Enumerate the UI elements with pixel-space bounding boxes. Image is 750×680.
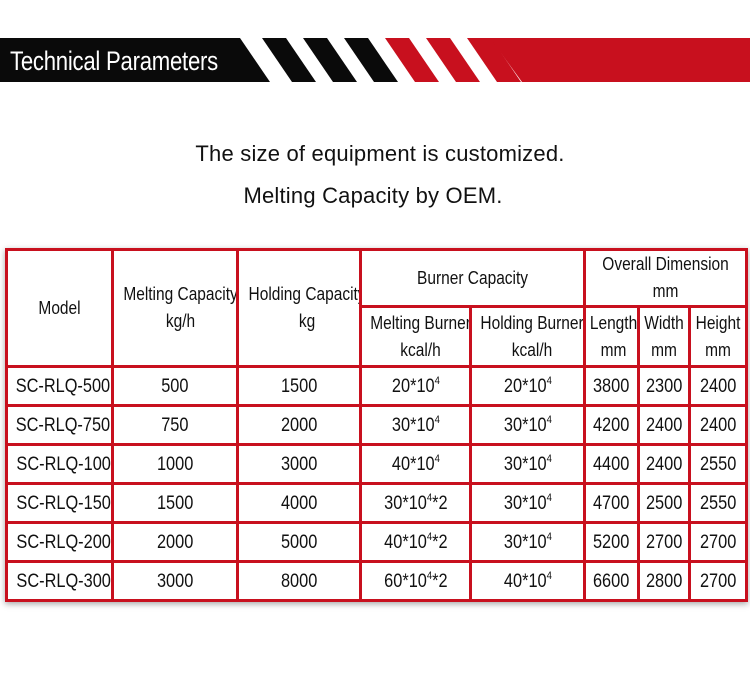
cell-melting-burner: 40*104 [359,443,472,485]
cell-holding-burner: 30*104 [469,404,586,446]
cell-length: 6600 [583,560,640,602]
cell-model: SC-RLQ-1500 [5,482,114,524]
banner-stripe-5 [426,38,480,82]
table-row: SC-RLQ-1000 1000 3000 40*104 30*104 4400 2400 2… [5,443,749,485]
table-row: SC-RLQ-750 750 2000 30*104 30*104 4200 2400 240… [5,404,749,446]
cell-melting-capacity: 2000 [111,521,239,563]
banner-title: Technical Parameters [10,46,218,76]
subtitle-line-1: The size of equipment is customized. [195,141,565,166]
cell-holding-capacity: 5000 [236,521,362,563]
cell-height: 2400 [687,404,749,446]
cell-holding-burner: 30*104 [469,521,586,563]
cell-length: 4200 [583,404,640,446]
cell-melting-burner: 30*104 [359,404,472,446]
cell-melting-capacity: 500 [111,365,239,407]
cell-holding-burner: 40*104 [469,560,586,602]
banner-stripe-1 [262,38,316,82]
header-holding-capacity: Holding Capacity kg [236,248,362,368]
cell-length: 4400 [583,443,640,485]
header-height: Height mm [687,305,749,368]
cell-holding-capacity: 4000 [236,482,362,524]
header-length: Length mm [583,305,640,368]
cell-melting-capacity: 1500 [111,482,239,524]
table-row: SC-RLQ-500 500 1500 20*104 20*104 3800 2300 240… [5,365,749,407]
cell-length: 4700 [583,482,640,524]
cell-holding-capacity: 1500 [236,365,362,407]
table-row: SC-RLQ-2000 2000 5000 40*104*2 30*104 5200 270… [5,521,749,563]
header-holding-burner: Holding Burner kcal/h [469,305,586,368]
table-body: SC-RLQ-500 500 1500 20*104 20*104 3800 2300 240… [5,365,749,602]
cell-height: 2550 [687,482,749,524]
cell-holding-capacity: 2000 [236,404,362,446]
header-overall-dimension: Overall Dimension mm [582,248,749,308]
header-width: Width mm [637,305,691,368]
technical-parameters-table: Model Melting Capacity kg/h Holding Capac… [5,248,749,602]
banner-stripe-2 [303,38,357,82]
banner-red-block [490,38,750,82]
cell-width: 2300 [637,365,691,407]
cell-melting-burner: 20*104 [359,365,472,407]
table-header-row-1: Model Melting Capacity kg/h Holding Capac… [5,248,749,368]
header-melting-capacity: Melting Capacity kg/h [111,248,239,368]
cell-height: 2550 [687,443,749,485]
cell-holding-capacity: 3000 [236,443,362,485]
table-row: SC-RLQ-1500 1500 4000 30*104*2 30*104 4700 250… [5,482,749,524]
banner-black-block [0,38,270,82]
cell-width: 2800 [637,560,691,602]
cell-height: 2700 [687,521,749,563]
cell-holding-burner: 30*104 [469,482,586,524]
cell-width: 2400 [637,404,691,446]
cell-melting-burner: 40*104*2 [359,521,472,563]
subtitle-line-2: Melting Capacity by OEM. [243,183,503,208]
cell-holding-burner: 20*104 [469,365,586,407]
cell-model: SC-RLQ-2000 [5,521,114,563]
cell-height: 2400 [687,365,749,407]
cell-melting-capacity: 750 [111,404,239,446]
title-banner-graphic [0,38,750,82]
header-burner-capacity: Burner Capacity [359,248,586,308]
cell-holding-capacity: 8000 [236,560,362,602]
table-header-row-2: Melting Burner kcal/h Holding Burner kcal/… [7,305,749,368]
cell-model: SC-RLQ-3000 [5,560,114,602]
cell-melting-burner: 30*104*2 [359,482,472,524]
cell-width: 2500 [637,482,691,524]
banner-stripe-3 [344,38,398,82]
header-model: Model [5,248,114,368]
cell-width: 2400 [637,443,691,485]
cell-length: 5200 [583,521,640,563]
banner-stripe-6 [467,38,521,82]
cell-height: 2700 [687,560,749,602]
banner-stripe-4 [385,38,439,82]
cell-model: SC-RLQ-1000 [5,443,114,485]
table-row: SC-RLQ-3000 3000 8000 60*104*2 40*104 6600 280… [5,560,749,602]
cell-width: 2700 [637,521,691,563]
cell-melting-burner: 60*104*2 [359,560,472,602]
cell-melting-capacity: 3000 [111,560,239,602]
cell-model: SC-RLQ-500 [5,365,114,407]
cell-model: SC-RLQ-750 [5,404,114,446]
cell-holding-burner: 30*104 [469,443,586,485]
cell-melting-capacity: 1000 [111,443,239,485]
cell-length: 3800 [583,365,640,407]
header-melting-burner: Melting Burner kcal/h [359,305,472,368]
